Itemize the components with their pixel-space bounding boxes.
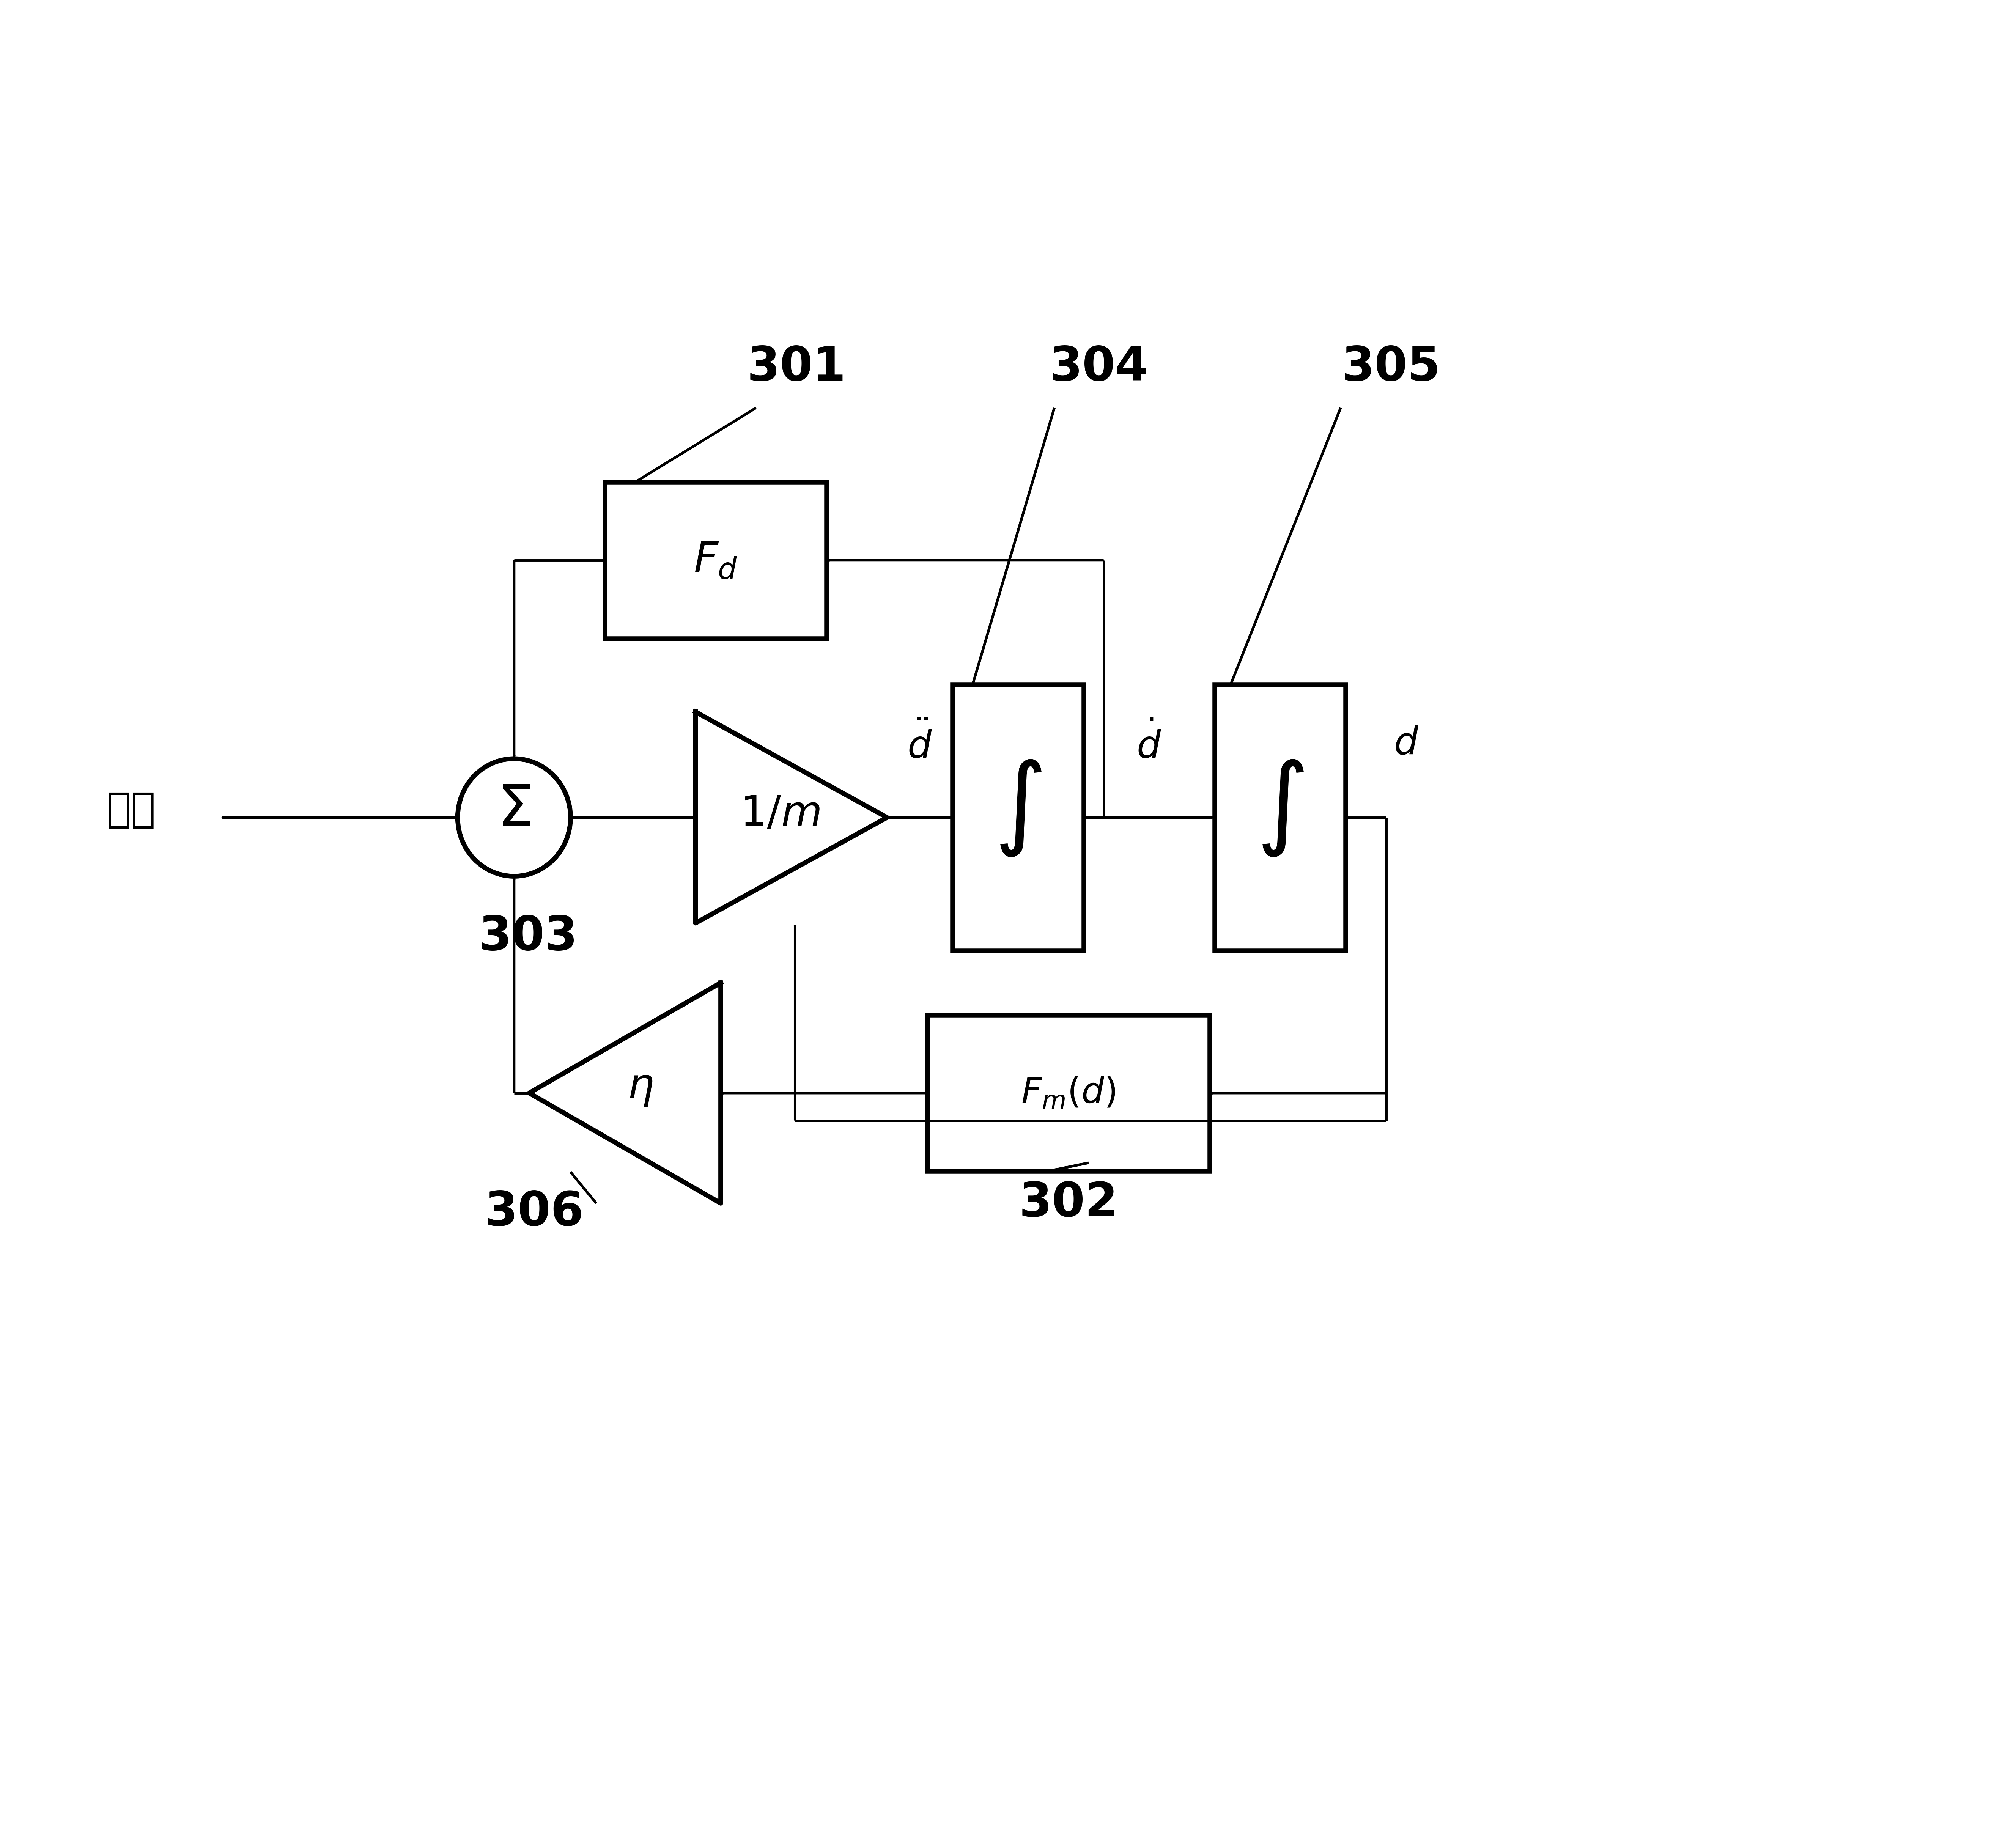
Text: $F_d$: $F_d$ bbox=[694, 540, 738, 580]
Text: $\dot{d}$: $\dot{d}$ bbox=[1137, 722, 1161, 766]
Text: 302: 302 bbox=[1018, 1181, 1119, 1225]
Text: $1/m$: $1/m$ bbox=[740, 794, 821, 834]
Text: $\eta$: $\eta$ bbox=[627, 1067, 653, 1108]
Text: 301: 301 bbox=[746, 345, 847, 389]
Text: 303: 303 bbox=[478, 915, 579, 959]
Text: $\ddot{d}$: $\ddot{d}$ bbox=[907, 722, 931, 766]
Text: $d$: $d$ bbox=[1393, 726, 1419, 762]
Text: $\int$: $\int$ bbox=[1256, 759, 1304, 858]
Text: $\Sigma$: $\Sigma$ bbox=[498, 783, 530, 838]
Text: $F_m(d)$: $F_m(d)$ bbox=[1022, 1076, 1115, 1110]
Text: $\int$: $\int$ bbox=[994, 759, 1042, 858]
Text: 304: 304 bbox=[1048, 345, 1149, 389]
Text: 外力: 外力 bbox=[107, 790, 155, 830]
Text: 305: 305 bbox=[1341, 345, 1441, 389]
Text: 306: 306 bbox=[484, 1190, 585, 1234]
